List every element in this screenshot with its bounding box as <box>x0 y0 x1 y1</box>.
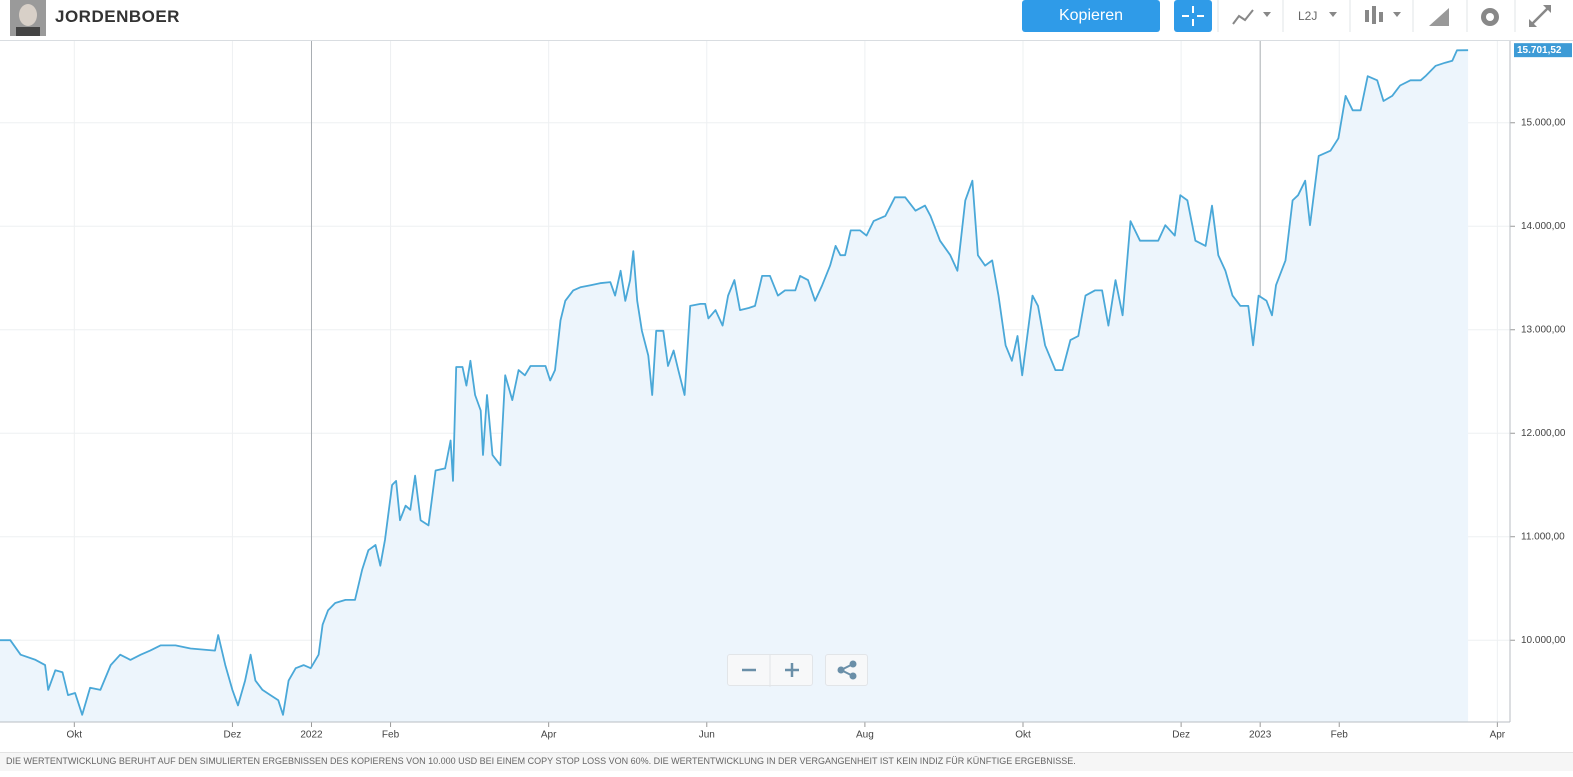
x-tick-label: 2022 <box>300 730 323 741</box>
zoom-icons <box>742 655 799 687</box>
crosshair-button[interactable] <box>1174 0 1212 32</box>
x-tick-label: Aug <box>856 730 874 741</box>
area <box>0 50 1469 722</box>
footer: DIE WERTENTWICKLUNG BERUHT AUF DEN SIMUL… <box>0 752 1573 771</box>
x-tick-label: Feb <box>1331 730 1349 741</box>
draw-icon[interactable] <box>1429 8 1449 26</box>
chart-type-icon[interactable] <box>1232 9 1254 25</box>
x-tick-label: 2023 <box>1249 730 1272 741</box>
y-tick-label: 14.000,00 <box>1521 221 1566 232</box>
avatar[interactable] <box>10 0 50 36</box>
trader-name: JORDENBOER <box>55 7 180 26</box>
share-button[interactable] <box>825 654 868 686</box>
x-tick-label: Dez <box>1172 730 1190 741</box>
y-tick-label: 12.000,00 <box>1521 428 1566 439</box>
zoom-controls <box>727 654 813 687</box>
x-tick-label: Apr <box>541 730 557 741</box>
toolbar: L2J <box>1174 0 1551 32</box>
x-tick-label: Okt <box>67 730 83 741</box>
y-tick-label: 15.000,00 <box>1521 117 1566 128</box>
line <box>0 49 1469 716</box>
share-icon <box>837 660 857 680</box>
y-tick-label: 10.000,00 <box>1521 635 1566 646</box>
zoom-in[interactable] <box>785 663 799 677</box>
candles-icon[interactable] <box>1365 6 1383 24</box>
x-tick-label: Feb <box>382 730 400 741</box>
fullscreen-icon[interactable] <box>1529 5 1551 27</box>
y-tick-label: 11.000,00 <box>1521 531 1565 542</box>
header: JORDENBOER Kopieren L2J <box>0 0 1573 41</box>
current-value-label: 15.701,52 <box>1517 45 1562 56</box>
disclaimer: DIE WERTENTWICKLUNG BERUHT AUF DEN SIMUL… <box>6 756 1076 766</box>
copy-button[interactable]: Kopieren <box>1022 0 1160 32</box>
y-tick-label: 13.000,00 <box>1521 324 1566 335</box>
current-value-box <box>1514 43 1572 58</box>
crosshair-icon <box>1182 6 1204 26</box>
x-tick-label: Okt <box>1015 730 1031 741</box>
x-tick-label: Dez <box>224 730 242 741</box>
chart: 10.000,00 11.000,00 12.000,00 13.000,00 14.0… <box>0 41 1572 741</box>
x-tick-label: Apr <box>1490 730 1506 741</box>
x-tick-label: Jun <box>699 730 715 741</box>
period-label[interactable]: L2J <box>1298 9 1317 23</box>
